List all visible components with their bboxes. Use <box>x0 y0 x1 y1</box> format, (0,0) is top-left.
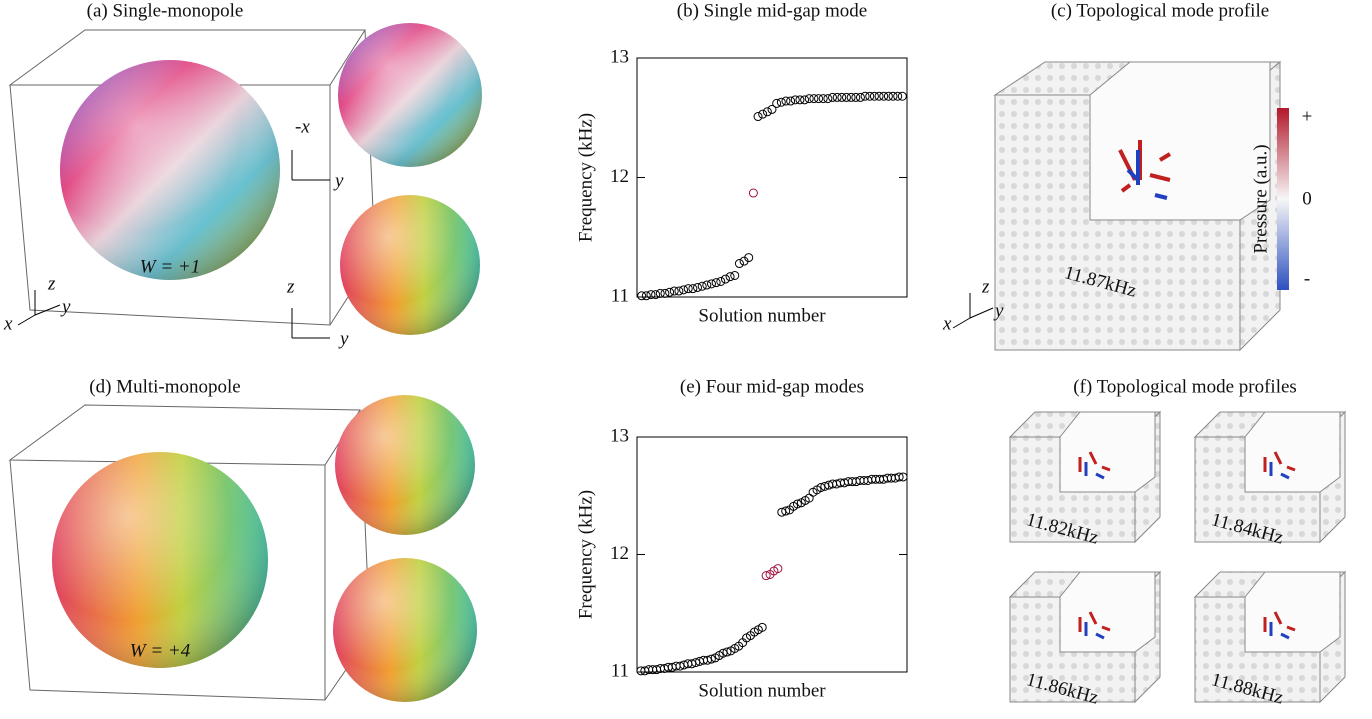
sphere-shade <box>338 23 482 167</box>
data-point <box>898 92 906 100</box>
data-point <box>670 287 678 295</box>
panel-d: (d) Multi-monopole W = +4 <box>10 376 477 702</box>
axis-label: x <box>942 313 952 334</box>
data-point <box>847 93 855 101</box>
data-point <box>782 97 790 105</box>
chart-title: (e) Four mid-gap modes <box>680 376 864 397</box>
y-tick-label: 13 <box>610 425 629 446</box>
cube-cutout <box>1060 412 1155 492</box>
axis-label: z <box>47 273 56 294</box>
sphere-shade <box>333 558 477 702</box>
panel-f: (f) Topological mode profiles 11.82kHz11… <box>1010 376 1345 708</box>
axis-label: y <box>993 300 1004 321</box>
panel-title: (a) Single-monopole <box>87 0 244 21</box>
panel-title: (d) Multi-monopole <box>89 376 240 397</box>
panel-title: (c) Topological mode profile <box>1051 0 1269 21</box>
data-point <box>754 113 762 121</box>
axis-triad <box>18 290 60 325</box>
chart-title: (b) Single mid-gap mode <box>677 0 868 21</box>
data-point <box>638 292 646 300</box>
sphere-shade <box>52 452 268 668</box>
data-point <box>875 92 883 100</box>
data-point <box>759 110 767 118</box>
axis-label: y <box>333 170 344 191</box>
colorbar-tick: 0 <box>1302 188 1312 209</box>
chart: (b) Single mid-gap mode 11 12 13 Solution nu… <box>575 0 907 326</box>
data-point <box>735 260 743 268</box>
data-point <box>796 96 804 104</box>
sphere-shade <box>340 195 480 335</box>
data-point <box>805 95 813 103</box>
data-point <box>819 95 827 103</box>
y-axis-label: Frequency (kHz) <box>575 113 596 242</box>
axis-label: y <box>338 328 349 349</box>
data-point <box>884 92 892 100</box>
x-axis-label: Solution number <box>698 305 826 326</box>
data-point <box>815 95 823 103</box>
data-point <box>749 189 757 197</box>
data-point <box>717 277 725 285</box>
panel-c: (c) Topological mode profile 11.87kHz Pr… <box>942 0 1312 350</box>
data-point <box>894 92 902 100</box>
panel-a: (a) Single-monopole W = +1 z y x -x y z … <box>3 0 482 349</box>
data-point <box>791 96 799 104</box>
colorbar-tick: + <box>1302 106 1313 127</box>
y-tick-label: 11 <box>611 660 629 681</box>
sphere-shade <box>60 60 280 280</box>
colorbar <box>1277 108 1289 290</box>
chart: (e) Four mid-gap modes 11 12 13 Solution num… <box>575 376 907 701</box>
data-point <box>852 93 860 101</box>
data-point <box>861 92 869 100</box>
data-point <box>833 93 841 101</box>
data-point <box>880 92 888 100</box>
axis-label: y <box>60 296 71 317</box>
axis-label: z <box>286 276 295 297</box>
data-point <box>870 92 878 100</box>
y-tick-label: 13 <box>610 46 629 67</box>
panel-title: (f) Topological mode profiles <box>1073 376 1297 397</box>
winding-number: W = +1 <box>140 256 200 277</box>
data-point <box>684 285 692 293</box>
y-tick-label: 12 <box>610 543 629 564</box>
axis-label: -x <box>295 116 310 137</box>
data-point <box>656 289 664 297</box>
data-point <box>731 271 739 279</box>
colorbar-tick: - <box>1304 268 1310 289</box>
y-tick-label: 12 <box>610 166 629 187</box>
data-point <box>842 93 850 101</box>
data-point <box>829 93 837 101</box>
plot-frame <box>637 437 907 672</box>
x-axis-label: Solution number <box>698 680 826 701</box>
colorbar-label: Pressure (a.u.) <box>1250 144 1271 253</box>
data-point <box>810 95 818 103</box>
cube-cutout <box>1245 412 1340 492</box>
axis-label: x <box>3 313 13 334</box>
axis-triad <box>292 150 330 180</box>
data-point <box>763 108 771 116</box>
data-point <box>889 92 897 100</box>
y-axis-label: Frequency (kHz) <box>575 490 596 619</box>
cube-cutout <box>1060 572 1155 652</box>
cube-cutout <box>1245 572 1340 652</box>
sphere-shade <box>335 395 475 535</box>
data-point <box>721 275 729 283</box>
data-point <box>838 93 846 101</box>
axis-label: z <box>981 276 990 297</box>
figure: (a) Single-monopole W = +1 z y x -x y z … <box>0 0 1372 719</box>
axis-triad <box>953 293 993 328</box>
cube-cutout <box>1090 62 1270 220</box>
y-tick-label: 11 <box>611 285 629 306</box>
winding-number: W = +4 <box>130 640 191 661</box>
data-point <box>866 92 874 100</box>
